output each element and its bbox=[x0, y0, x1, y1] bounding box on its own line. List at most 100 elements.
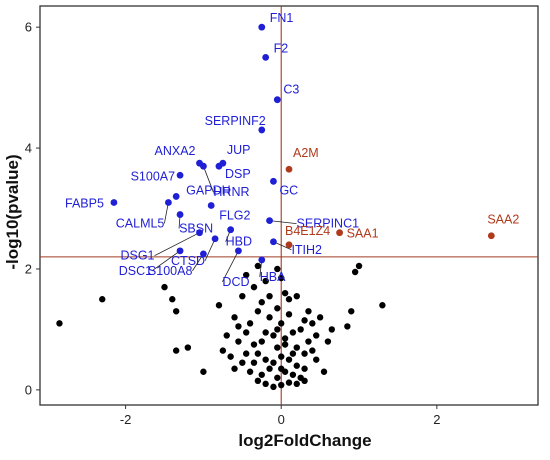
nonsignificant-point bbox=[293, 292, 300, 300]
nonsignificant-point bbox=[274, 326, 281, 333]
nonsignificant-point bbox=[313, 356, 320, 363]
label-a2m: A2M bbox=[293, 146, 319, 160]
y-tick-label: 0 bbox=[25, 382, 32, 397]
label-s100a7: S100A7 bbox=[131, 169, 176, 183]
nonsignificant-point bbox=[274, 265, 281, 273]
nonsignificant-point bbox=[258, 299, 265, 306]
nonsignificant-point bbox=[355, 262, 363, 270]
point-serpinf2 bbox=[258, 126, 266, 134]
nonsignificant-point bbox=[270, 383, 277, 391]
nonsignificant-point bbox=[285, 296, 293, 303]
nonsignificant-point bbox=[274, 344, 281, 351]
nonsignificant-point bbox=[301, 350, 308, 357]
label-calml5: CALML5 bbox=[116, 216, 165, 230]
y-tick-label: 2 bbox=[25, 261, 32, 276]
nonsignificant-point bbox=[313, 332, 320, 339]
nonsignificant-point bbox=[266, 292, 273, 300]
nonsignificant-point bbox=[281, 289, 289, 297]
nonsignificant-point bbox=[231, 314, 238, 321]
point-saa2 bbox=[487, 232, 495, 240]
nonsignificant-point bbox=[278, 274, 285, 282]
nonsignificant-point bbox=[219, 347, 227, 354]
point-dcd bbox=[235, 247, 242, 255]
label-saa1: SAA1 bbox=[347, 227, 379, 241]
connector-dcd bbox=[222, 250, 239, 283]
nonsignificant-point bbox=[285, 379, 293, 386]
nonsignificant-point bbox=[223, 332, 230, 339]
point-hba bbox=[258, 256, 266, 264]
nonsignificant-point bbox=[305, 338, 312, 345]
label-flg2: FLG2 bbox=[219, 209, 250, 223]
y-tick-label: 6 bbox=[25, 20, 32, 35]
nonsignificant-point bbox=[254, 262, 262, 270]
nonsignificant-point bbox=[169, 296, 176, 303]
nonsignificant-point bbox=[262, 356, 269, 363]
nonsignificant-point bbox=[328, 326, 335, 333]
nonsignificant-point bbox=[258, 371, 265, 378]
label-dsp: DSP bbox=[225, 167, 251, 181]
x-tick-label: -2 bbox=[120, 412, 132, 427]
nonsignificant-point bbox=[293, 344, 300, 351]
nonsignificant-point bbox=[270, 332, 277, 339]
nonsignificant-points bbox=[56, 262, 386, 391]
nonsignificant-point bbox=[246, 368, 254, 375]
nonsignificant-point bbox=[99, 296, 106, 303]
label-s100a8: S100A8 bbox=[148, 264, 193, 278]
nonsignificant-point bbox=[285, 356, 293, 363]
point-dsp bbox=[215, 162, 223, 170]
y-axis-title: -log10(pvalue) bbox=[3, 154, 22, 269]
point-sbsn bbox=[176, 211, 184, 218]
nonsignificant-point bbox=[274, 374, 281, 381]
nonsignificant-point bbox=[250, 341, 258, 348]
label-hbd: HBD bbox=[226, 235, 252, 249]
plot-frame bbox=[39, 5, 539, 406]
nonsignificant-point bbox=[320, 368, 328, 375]
nonsignificant-point bbox=[316, 314, 324, 321]
connector-calml5 bbox=[163, 202, 169, 224]
nonsignificant-point bbox=[235, 338, 242, 345]
significant-points bbox=[110, 23, 495, 264]
label-fn1: FN1 bbox=[270, 11, 294, 25]
nonsignificant-point bbox=[227, 353, 234, 360]
x-tick-label: 0 bbox=[278, 412, 285, 427]
nonsignificant-point bbox=[281, 335, 289, 342]
label-gc: GC bbox=[279, 183, 298, 197]
nonsignificant-point bbox=[344, 323, 351, 330]
point-a2m bbox=[285, 165, 293, 173]
nonsignificant-point bbox=[281, 341, 289, 348]
nonsignificant-point bbox=[262, 380, 269, 388]
nonsignificant-point bbox=[289, 350, 297, 357]
point-flg2 bbox=[207, 202, 215, 209]
nonsignificant-point bbox=[285, 311, 293, 318]
nonsignificant-point bbox=[215, 302, 223, 309]
label-serpinc1: SERPINC1 bbox=[297, 217, 360, 231]
point-s100a8 bbox=[200, 250, 207, 258]
connector-serpinc1 bbox=[269, 220, 297, 225]
nonsignificant-point bbox=[254, 377, 262, 385]
nonsignificant-point bbox=[246, 320, 254, 327]
point-fn1 bbox=[258, 23, 266, 31]
label-f2: F2 bbox=[274, 41, 289, 55]
point-saa1 bbox=[336, 229, 343, 237]
connector-dsg1 bbox=[154, 232, 200, 257]
point-dsg1 bbox=[196, 229, 203, 237]
nonsignificant-point bbox=[250, 359, 258, 366]
nonsignificant-point bbox=[278, 353, 285, 360]
connector-dsc1 bbox=[151, 250, 181, 272]
nonsignificant-point bbox=[324, 338, 332, 345]
nonsignificant-point bbox=[289, 371, 297, 378]
nonsignificant-point bbox=[56, 320, 63, 327]
connector-ctsd bbox=[204, 238, 216, 261]
nonsignificant-point bbox=[172, 347, 180, 354]
nonsignificant-point bbox=[278, 320, 285, 327]
nonsignificant-point bbox=[243, 329, 250, 336]
point-hbd bbox=[227, 226, 235, 234]
nonsignificant-point bbox=[348, 308, 355, 315]
nonsignificant-point bbox=[200, 368, 207, 375]
nonsignificant-point bbox=[254, 308, 262, 315]
label-hba: HBA bbox=[260, 270, 286, 284]
nonsignificant-point bbox=[239, 359, 246, 366]
nonsignificant-point bbox=[266, 365, 273, 372]
nonsignificant-point bbox=[289, 329, 297, 336]
